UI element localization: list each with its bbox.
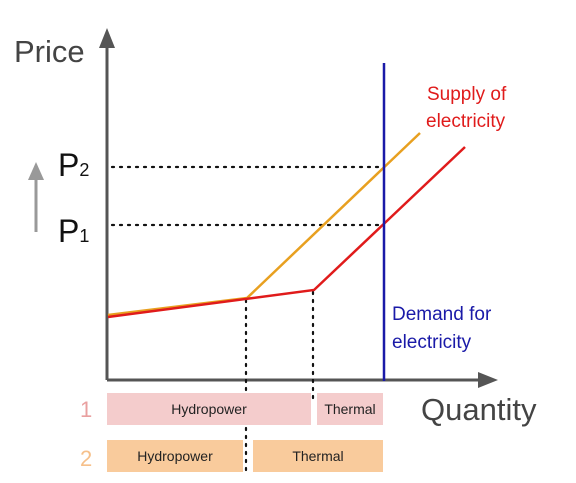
- demand-label: Demand for electricity: [392, 304, 497, 353]
- y-axis-arrowhead: [99, 28, 115, 48]
- scenario-2-hydropower-bar: [107, 440, 243, 472]
- y-axis-label: Price: [14, 34, 85, 69]
- scenario-1-thermal-bar: [317, 393, 383, 425]
- scenario-1-hydropower-bar: [107, 393, 311, 425]
- price-label-p2: P2: [58, 147, 89, 183]
- price-label-p1: P1: [58, 213, 89, 249]
- supply-curve-scenario-1: [107, 146, 466, 319]
- price-increase-arrow-icon: [28, 162, 44, 180]
- scenario-1-hydropower-label: Hydropower: [171, 401, 247, 417]
- scenario-1-thermal-label: Thermal: [324, 401, 375, 417]
- x-axis-arrowhead: [478, 372, 498, 388]
- x-axis-label: Quantity: [421, 392, 537, 427]
- scenario-2-thermal-bar: [253, 440, 383, 472]
- scenario-2-number: 2: [80, 446, 92, 471]
- supply-label: Supply of electricity: [426, 84, 512, 132]
- scenario-2-thermal-label: Thermal: [292, 448, 343, 464]
- scenario-2-hydropower-label: Hydropower: [137, 448, 213, 464]
- scenario-1-number: 1: [80, 397, 92, 422]
